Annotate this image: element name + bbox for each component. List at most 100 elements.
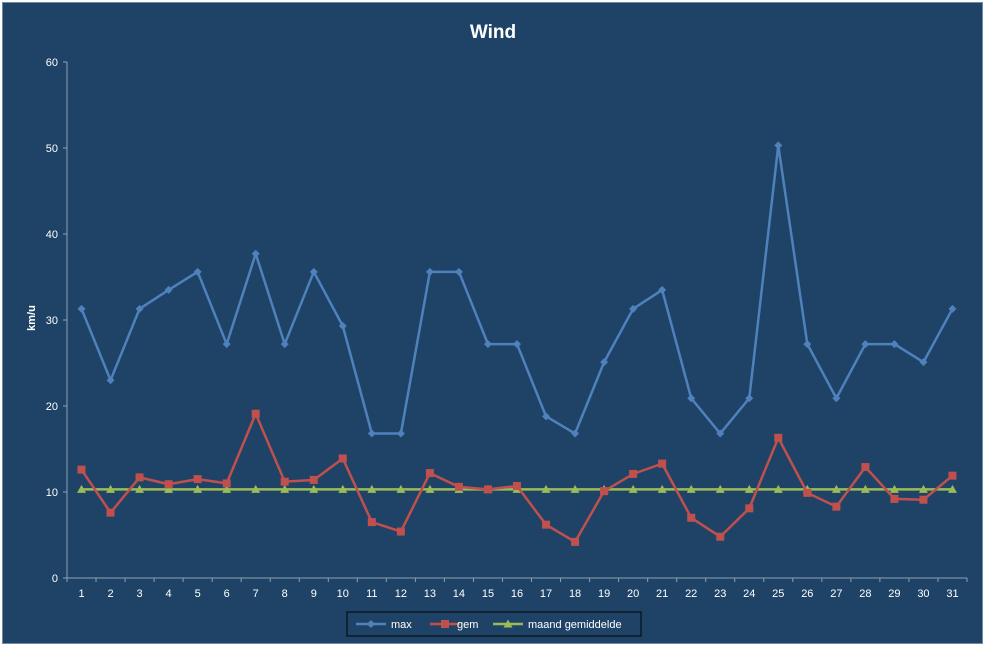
x-tick-label: 25 [772,588,784,600]
data-point-gem [367,518,376,527]
data-point-maand-gemiddelde [309,484,319,493]
data-point-gem [135,473,144,482]
legend-label-max: max [391,619,412,631]
legend-marker-max [367,620,375,628]
data-point-gem [803,488,812,497]
data-point-maand-gemiddelde [251,484,261,493]
x-tick-label: 1 [78,588,84,600]
series-max [77,141,957,438]
data-point-gem [396,527,405,536]
data-point-gem [106,508,115,517]
data-point-gem [919,495,928,504]
data-point-max [861,340,870,349]
data-point-max [890,340,899,349]
x-tick-label: 4 [166,588,172,600]
data-point-maand-gemiddelde [889,484,899,493]
data-point-max [658,285,667,294]
x-tick-label: 30 [917,588,929,600]
data-point-max [803,340,812,349]
y-tick-label: 0 [52,573,58,585]
x-tick-label: 11 [366,588,377,600]
data-point-gem [193,475,202,484]
x-tick-label: 16 [511,588,523,600]
x-tick-label: 8 [282,588,288,600]
data-point-gem [948,471,957,480]
data-point-gem [309,475,318,484]
x-tick-label: 5 [195,588,201,600]
legend-marker-gem [441,620,449,628]
data-point-maand-gemiddelde [164,484,174,493]
x-tick-label: 9 [311,588,317,600]
data-point-maand-gemiddelde [280,484,290,493]
data-point-max [745,394,754,403]
x-tick-label: 6 [224,588,230,600]
data-point-gem [745,504,754,513]
data-point-max [774,141,783,150]
data-point-maand-gemiddelde [570,484,580,493]
data-point-gem [542,520,551,529]
data-point-max [919,358,928,367]
data-point-gem [513,481,521,490]
x-tick-label: 14 [453,588,465,600]
data-point-maand-gemiddelde [193,484,203,493]
data-point-max [454,267,463,276]
x-tick-label: 18 [569,588,581,600]
data-point-gem [716,532,725,541]
data-point-max [164,285,173,294]
x-tick-label: 23 [714,588,726,600]
series-line-max [80,144,954,435]
x-tick-label: 20 [627,588,639,600]
data-point-max [542,412,551,421]
data-point-maand-gemiddelde [860,484,870,493]
data-point-max [716,429,725,438]
data-point-gem [658,459,667,468]
x-tick-label: 22 [685,588,697,600]
data-point-max [193,267,202,276]
data-point-maand-gemiddelde [338,484,348,493]
x-tick-label: 19 [598,588,610,600]
x-tick-label: 2 [107,588,113,600]
data-point-maand-gemiddelde [686,484,696,493]
data-point-max [629,304,638,313]
data-point-gem [861,463,870,472]
y-tick-label: 50 [46,143,58,155]
data-point-gem [571,537,580,546]
data-point-maand-gemiddelde [657,484,667,493]
x-tick-label: 24 [743,588,755,600]
legend-label-gem: gem [457,619,478,631]
legend-marker-maand-gemiddelde [503,619,513,628]
x-tick-label: 10 [337,588,349,600]
data-point-max [309,267,318,276]
data-point-maand-gemiddelde [396,484,406,493]
data-point-maand-gemiddelde [715,484,725,493]
data-point-maand-gemiddelde [106,484,116,493]
x-tick-label: 17 [540,588,552,600]
data-point-gem [164,480,173,489]
data-point-maand-gemiddelde [831,484,841,493]
x-tick-label: 31 [946,588,958,600]
data-point-max [135,304,144,313]
data-point-gem [425,469,434,478]
y-tick-label: 20 [46,401,58,413]
data-point-max [600,358,609,367]
data-point-gem [774,433,783,442]
x-tick-label: 28 [859,588,871,600]
data-point-max [396,429,405,438]
series-line-gem [80,412,954,544]
x-tick-label: 13 [424,588,436,600]
data-point-maand-gemiddelde [628,484,638,493]
legend-box [346,611,642,637]
data-point-max [251,249,260,258]
data-point-max [483,340,492,349]
data-point-maand-gemiddelde [135,484,145,493]
series-group [77,141,957,546]
data-point-maand-gemiddelde [367,484,377,493]
legend-label-maand-gemiddelde: maand gemiddelde [528,619,622,631]
data-point-gem [338,454,347,463]
data-point-max [106,376,115,385]
x-tick-label: 12 [395,588,407,600]
y-tick-label: 60 [46,57,58,69]
data-point-maand-gemiddelde [947,484,957,493]
data-point-max [948,304,957,313]
